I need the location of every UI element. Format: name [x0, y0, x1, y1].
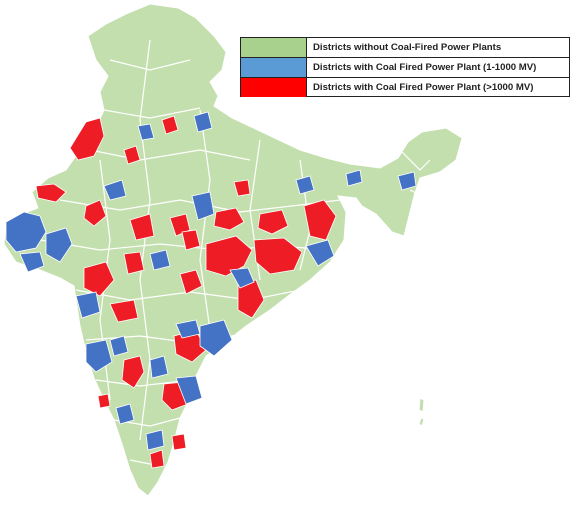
low-capacity-district: [45, 227, 73, 263]
low-capacity-district: [229, 267, 255, 289]
legend-label-high-capacity: Districts with Coal Fired Power Plant (>…: [313, 82, 534, 93]
low-capacity-district: [295, 175, 315, 195]
high-capacity-district: [253, 237, 303, 275]
high-capacity-district: [233, 179, 251, 197]
high-capacity-district: [35, 183, 67, 203]
low-capacity-district: [175, 375, 203, 405]
high-capacity-district: [181, 229, 201, 251]
high-capacity-district: [109, 299, 139, 323]
legend-swatch-no-plant: [241, 38, 307, 57]
high-capacity-district: [257, 209, 289, 235]
low-capacity-district: [397, 171, 417, 191]
legend-item-low-capacity: Districts with Coal Fired Power Plant (1…: [241, 58, 569, 78]
low-capacity-district: [109, 335, 129, 357]
low-capacity-district: [345, 169, 363, 187]
low-capacity-district: [137, 123, 155, 141]
low-capacity-district: [85, 339, 113, 373]
low-capacity-district: [115, 403, 135, 425]
high-capacity-district: [69, 117, 105, 161]
high-capacity-district: [161, 115, 179, 135]
high-capacity-district: [303, 199, 337, 241]
low-capacity-district: [199, 319, 233, 357]
high-capacity-district: [123, 145, 141, 165]
low-capacity-district: [5, 211, 47, 253]
low-capacity-district: [191, 191, 215, 221]
low-capacity-district: [19, 251, 45, 273]
high-capacity-district: [83, 199, 107, 227]
low-capacity-district: [103, 179, 127, 201]
low-capacity-district: [193, 111, 213, 133]
low-capacity-district: [305, 239, 335, 267]
high-capacity-district: [123, 251, 145, 275]
legend-item-no-plant: Districts without Coal-Fired Power Plant…: [241, 38, 569, 58]
high-capacity-district: [149, 449, 165, 469]
legend: Districts without Coal-Fired Power Plant…: [240, 37, 570, 97]
high-capacity-district: [169, 213, 191, 237]
low-capacity-district: [145, 429, 165, 451]
high-capacity-district: [129, 213, 155, 241]
low-capacity-district: [75, 291, 101, 319]
high-capacity-district: [83, 261, 115, 297]
high-capacity-district: [171, 433, 187, 451]
legend-swatch-high-capacity: [241, 78, 307, 97]
high-capacity-district: [97, 393, 111, 409]
high-capacity-districts: [35, 115, 337, 469]
low-capacity-district: [149, 249, 171, 271]
district-boundaries: [39, 39, 431, 467]
high-capacity-district: [179, 269, 203, 295]
andaman-islands: [418, 397, 425, 427]
legend-label-low-capacity: Districts with Coal Fired Power Plant (1…: [313, 62, 537, 73]
legend-swatch-low-capacity: [241, 58, 307, 77]
low-capacity-district: [149, 355, 169, 379]
low-capacity-districts: [5, 111, 417, 451]
high-capacity-district: [205, 235, 253, 277]
legend-item-high-capacity: Districts with Coal Fired Power Plant (>…: [241, 78, 569, 97]
legend-label-no-plant: Districts without Coal-Fired Power Plant…: [313, 42, 502, 53]
high-capacity-district: [121, 355, 145, 389]
high-capacity-district: [213, 207, 245, 231]
